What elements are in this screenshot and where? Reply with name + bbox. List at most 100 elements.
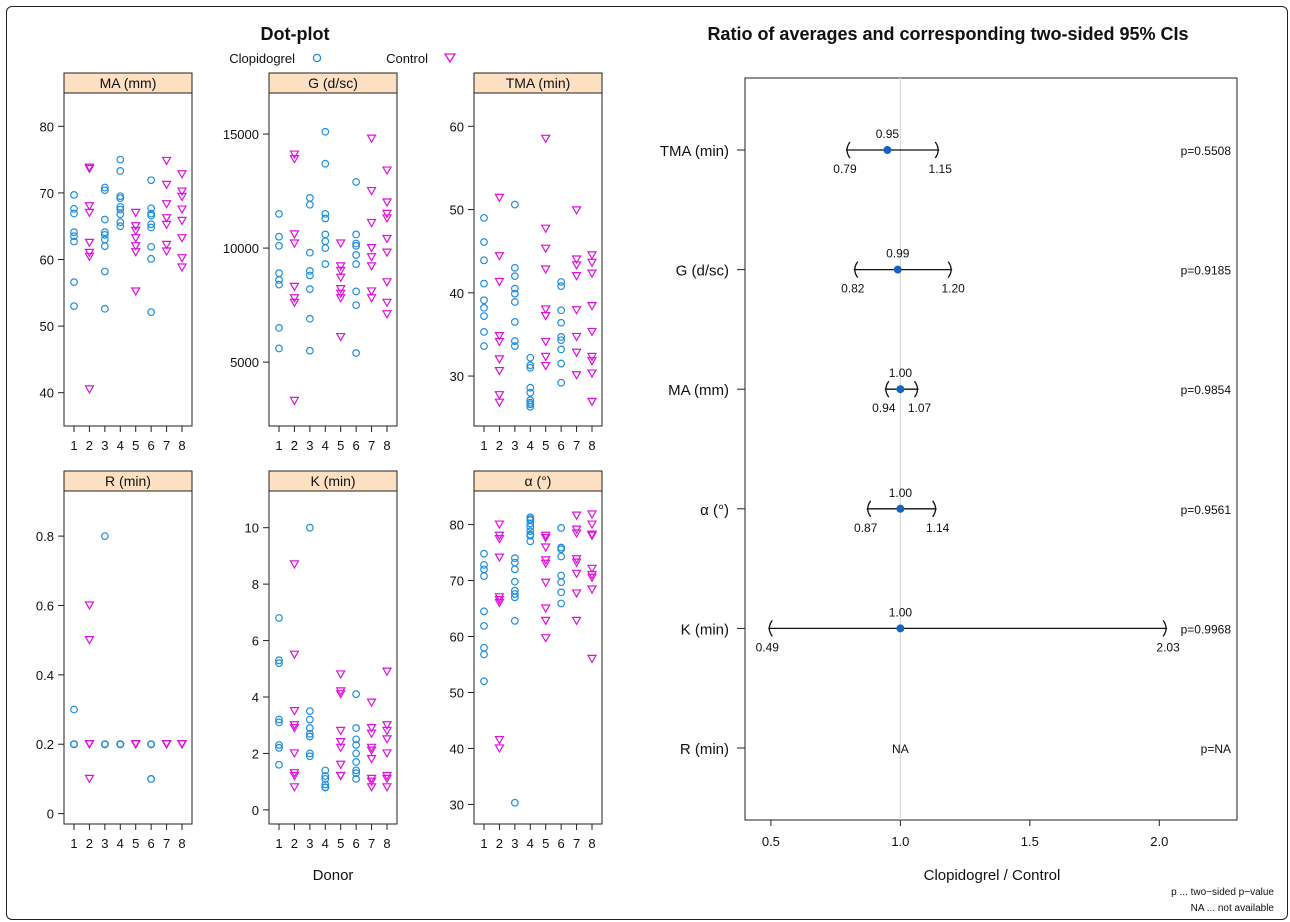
panel-tma-min-point-clopidogrel [510,318,519,326]
panel-alpha-point-control [586,570,598,580]
panel-tma-min-ytick-label: 40 [450,286,464,301]
panel-alpha-ytick-label: 60 [450,630,464,645]
panel-k-min-point-clopidogrel [352,735,361,744]
panel-alpha-point-control [586,564,598,574]
ratio-row-g-d-sc-estimate-point [893,265,902,274]
panel-tma-min-point-control [586,369,598,379]
panel-k-min-xtick-label: 1 [275,836,282,851]
ratio-row-k-min-p-value: p=0.9968 [1181,622,1232,636]
panel-tma-min-point-clopidogrel [526,383,535,392]
panel-k-min-point-clopidogrel [305,732,314,741]
panel-tma-min-point-clopidogrel [557,359,566,368]
panel-alpha-ytick-label: 70 [450,574,464,589]
panel-ma-mm-point-clopidogrel [116,194,125,203]
panel-k-min-point-clopidogrel [275,659,283,668]
ratio-row-g-d-sc-p-value: p=0.9185 [1181,264,1232,278]
panel-g-d-sc-point-control [381,298,393,308]
panel-alpha-point-clopidogrel [480,677,488,686]
ratio-row-g-d-sc-ci-upper-bracket [947,261,952,278]
panel-ma-mm-point-control [84,163,95,173]
panel-g-d-sc-point-clopidogrel [352,349,361,357]
panel-g-d-sc-point-control [381,278,393,288]
panel-alpha-point-clopidogrel [557,599,566,608]
panel-tma-min-point-control [586,327,598,337]
panel-k-min-point-control [366,783,377,793]
panel-tma-min-strip-label: TMA (min) [506,75,571,91]
panel-g-d-sc-point-clopidogrel [275,276,283,284]
panel-g-d-sc-point-control [381,198,393,208]
panel-tma-min-point-control [540,224,551,234]
panel-tma-min-point-clopidogrel [480,328,488,336]
panel-alpha-strip-label: α (°) [525,473,552,489]
panel-g-d-sc-point-clopidogrel [352,260,361,268]
panel-g-d-sc-ytick-label: 10000 [223,241,259,256]
ratio-row-ma-mm: MA (mm) p=0.9854 1.00 0.94 1.07 [668,366,1231,415]
ratio-row-k-min-estimate-label: 1.00 [889,605,913,619]
panel-alpha-point-control [586,520,598,530]
panel-ma-mm-point-clopidogrel [147,176,156,185]
panel-tma-min-point-control [494,391,505,400]
panel-k-min-point-control [381,726,393,736]
panel-k-min-point-clopidogrel [352,766,361,775]
ratio-row-ma-mm-upper-label: 1.07 [908,401,932,415]
panel-ma-mm-point-clopidogrel [100,267,109,276]
panel-alpha-ytick-label: 40 [450,741,464,756]
panel-g-d-sc-point-control [381,310,393,319]
panel-k-min-point-clopidogrel [352,724,361,732]
ratio-row-alpha-upper-label: 1.14 [926,521,950,535]
panel-alpha-point-clopidogrel [480,560,488,569]
panel-tma-min-point-control [494,193,505,203]
panel-g-d-sc-point-clopidogrel [275,280,283,289]
panel-tma-min-point-control [494,331,505,341]
panel-r-min-ytick-label: 0.6 [36,598,54,613]
panel-ma-mm-point-control [161,180,172,190]
ratio-row-g-d-sc-label: G (d/sc) [676,263,729,280]
panel-k-min-point-clopidogrel [321,766,330,775]
panel-tma-min-point-control [571,371,582,380]
panel-alpha-point-clopidogrel [510,558,519,567]
panel-ma-mm-point-control [130,234,141,243]
panel-k-min-point-control [289,771,300,781]
panel-ma-mm-point-control [161,156,172,166]
panel-r-min-point-clopidogrel [147,775,156,783]
panel-g-d-sc-point-control [289,155,300,164]
panel-ma-mm-point-clopidogrel [147,211,156,220]
panel-g-d-sc-point-control [366,134,377,144]
panel-ma-mm-point-clopidogrel [70,278,78,287]
panel-g-d-sc-point-clopidogrel [321,214,330,223]
panel-alpha-point-clopidogrel [480,549,488,558]
panel-tma-min-point-control [540,337,551,347]
panel-g-d-sc-point-control [381,166,393,176]
panel-tma-min-point-clopidogrel [480,279,488,288]
ratio-row-k-min: K (min) p=0.9968 1.00 0.49 2.03 [681,605,1232,654]
panel-r-min-xtick-label: 1 [70,836,77,851]
panel-k-min-xtick-label: 7 [368,836,375,851]
panel-tma-min-ytick-label: 60 [450,119,464,134]
panel-ma-mm-point-clopidogrel [70,237,78,246]
panel-alpha-point-control [494,520,505,530]
panel-tma-min: TMA (min) 30 40 50 60 1 2 3 4 5 6 7 8 [450,72,603,453]
panel-tma-min-point-clopidogrel [480,303,488,312]
panel-ma-mm-ytick-label: 60 [40,253,54,268]
panel-alpha-point-clopidogrel [510,798,519,807]
panel-ma-mm-point-clopidogrel [147,254,156,263]
panel-ma-mm-xtick-label: 4 [117,438,124,453]
panel-alpha-point-control [586,531,598,541]
panel-tma-min-point-clopidogrel [526,361,535,370]
panel-tma-min-point-control [540,305,551,315]
panel-tma-min-point-control [586,269,598,279]
panel-alpha-point-clopidogrel [557,571,566,580]
panel-k-min-point-control [381,771,393,781]
panel-ma-mm-point-control [130,242,141,251]
panel-g-d-sc-point-clopidogrel [275,324,283,332]
panel-ma-mm-xtick-label: 3 [101,438,108,453]
panel-k-min-point-control [335,760,346,770]
panel-ma-mm-point-clopidogrel [100,215,109,224]
panel-ma-mm-point-control [176,170,188,179]
panel-k-min-strip-label: K (min) [310,473,355,489]
panel-tma-min-point-clopidogrel [510,342,519,350]
ratio-row-ma-mm-ci-lower-bracket [885,380,890,398]
panel-ma-mm-point-clopidogrel [70,209,78,218]
panel-tma-min-point-control [540,352,551,362]
panel-g-d-sc-xtick-label: 5 [337,438,344,453]
